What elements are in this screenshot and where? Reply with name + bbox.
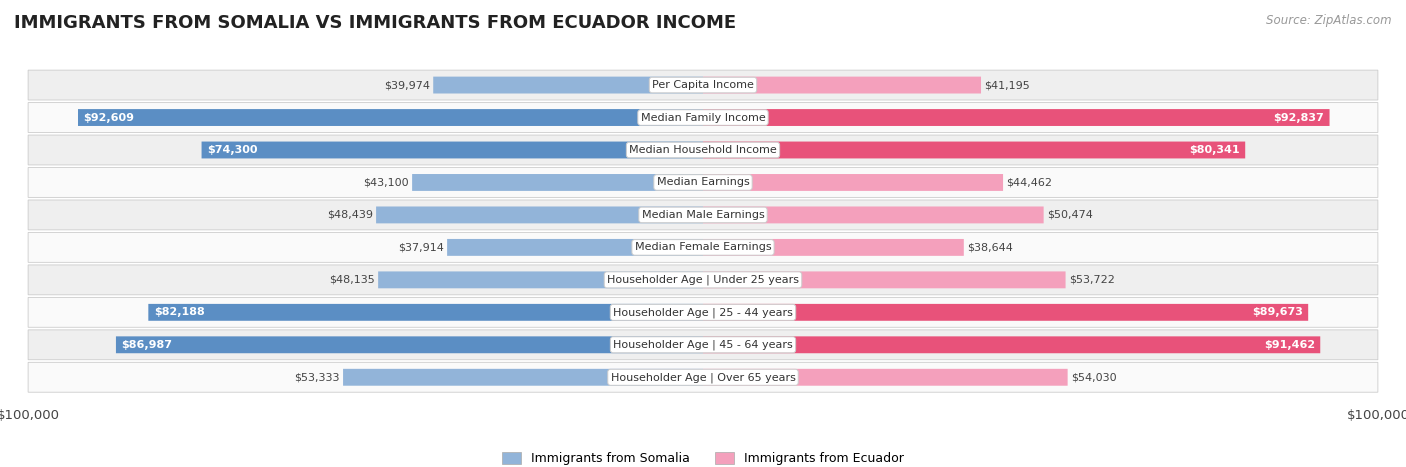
- Text: $48,439: $48,439: [326, 210, 373, 220]
- Text: $41,195: $41,195: [984, 80, 1031, 90]
- FancyBboxPatch shape: [77, 109, 703, 126]
- Text: $82,188: $82,188: [153, 307, 204, 318]
- FancyBboxPatch shape: [703, 239, 963, 256]
- Text: Median Earnings: Median Earnings: [657, 177, 749, 187]
- FancyBboxPatch shape: [703, 77, 981, 93]
- Text: $86,987: $86,987: [121, 340, 173, 350]
- FancyBboxPatch shape: [28, 297, 1378, 327]
- FancyBboxPatch shape: [28, 265, 1378, 295]
- FancyBboxPatch shape: [703, 336, 1320, 353]
- Text: $92,837: $92,837: [1274, 113, 1324, 122]
- FancyBboxPatch shape: [28, 233, 1378, 262]
- FancyBboxPatch shape: [201, 142, 703, 158]
- FancyBboxPatch shape: [28, 362, 1378, 392]
- FancyBboxPatch shape: [375, 206, 703, 223]
- Text: Median Family Income: Median Family Income: [641, 113, 765, 122]
- Text: Householder Age | 45 - 64 years: Householder Age | 45 - 64 years: [613, 340, 793, 350]
- Text: $89,673: $89,673: [1251, 307, 1303, 318]
- FancyBboxPatch shape: [28, 135, 1378, 165]
- Text: $38,644: $38,644: [967, 242, 1014, 252]
- FancyBboxPatch shape: [28, 200, 1378, 230]
- Text: IMMIGRANTS FROM SOMALIA VS IMMIGRANTS FROM ECUADOR INCOME: IMMIGRANTS FROM SOMALIA VS IMMIGRANTS FR…: [14, 14, 737, 32]
- Text: $37,914: $37,914: [398, 242, 444, 252]
- Text: Source: ZipAtlas.com: Source: ZipAtlas.com: [1267, 14, 1392, 27]
- FancyBboxPatch shape: [433, 77, 703, 93]
- FancyBboxPatch shape: [378, 271, 703, 288]
- Text: $92,609: $92,609: [83, 113, 135, 122]
- Legend: Immigrants from Somalia, Immigrants from Ecuador: Immigrants from Somalia, Immigrants from…: [498, 447, 908, 467]
- Text: $80,341: $80,341: [1189, 145, 1240, 155]
- FancyBboxPatch shape: [703, 271, 1066, 288]
- FancyBboxPatch shape: [703, 174, 1002, 191]
- Text: Householder Age | Under 25 years: Householder Age | Under 25 years: [607, 275, 799, 285]
- Text: Median Male Earnings: Median Male Earnings: [641, 210, 765, 220]
- Text: Per Capita Income: Per Capita Income: [652, 80, 754, 90]
- Text: $39,974: $39,974: [384, 80, 430, 90]
- Text: $53,333: $53,333: [294, 372, 340, 382]
- Text: Householder Age | Over 65 years: Householder Age | Over 65 years: [610, 372, 796, 382]
- FancyBboxPatch shape: [703, 109, 1330, 126]
- FancyBboxPatch shape: [115, 336, 703, 353]
- FancyBboxPatch shape: [28, 168, 1378, 198]
- FancyBboxPatch shape: [28, 70, 1378, 100]
- FancyBboxPatch shape: [28, 103, 1378, 133]
- Text: $44,462: $44,462: [1007, 177, 1053, 187]
- Text: $48,135: $48,135: [329, 275, 375, 285]
- FancyBboxPatch shape: [343, 369, 703, 386]
- Text: $91,462: $91,462: [1264, 340, 1315, 350]
- FancyBboxPatch shape: [412, 174, 703, 191]
- Text: Median Female Earnings: Median Female Earnings: [634, 242, 772, 252]
- FancyBboxPatch shape: [703, 206, 1043, 223]
- Text: $74,300: $74,300: [207, 145, 257, 155]
- FancyBboxPatch shape: [703, 304, 1308, 321]
- Text: $50,474: $50,474: [1047, 210, 1092, 220]
- FancyBboxPatch shape: [28, 330, 1378, 360]
- Text: $54,030: $54,030: [1071, 372, 1116, 382]
- Text: $53,722: $53,722: [1069, 275, 1115, 285]
- FancyBboxPatch shape: [148, 304, 703, 321]
- FancyBboxPatch shape: [703, 142, 1246, 158]
- FancyBboxPatch shape: [703, 369, 1067, 386]
- Text: Householder Age | 25 - 44 years: Householder Age | 25 - 44 years: [613, 307, 793, 318]
- Text: Median Household Income: Median Household Income: [628, 145, 778, 155]
- FancyBboxPatch shape: [447, 239, 703, 256]
- Text: $43,100: $43,100: [363, 177, 409, 187]
